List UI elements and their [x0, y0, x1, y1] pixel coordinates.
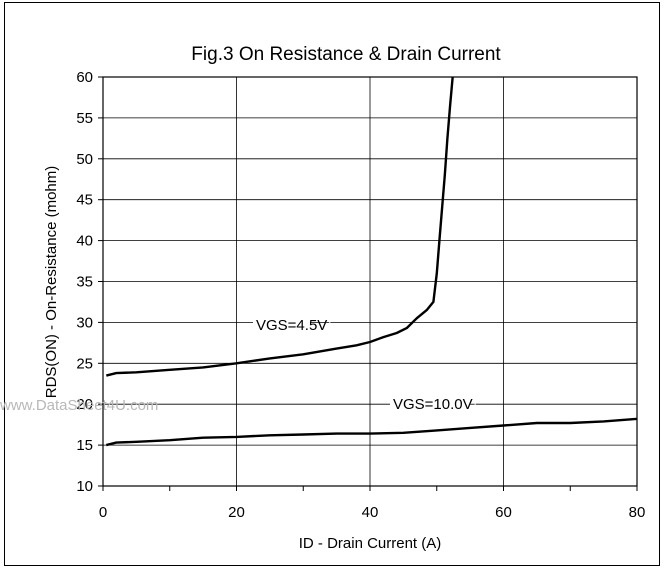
y-tick-label: 35 — [76, 274, 93, 291]
axis-ticks: 10 15 20 25 30 35 40 45 50 55 60 0 20 40 60 80 — [76, 69, 645, 521]
y-tick-label: 10 — [76, 478, 93, 495]
x-tick-label: 60 — [495, 504, 512, 521]
y-tick-label: 15 — [76, 437, 93, 454]
series-layer — [106, 77, 637, 447]
series-annotation-1: VGS=10.0V — [390, 395, 476, 414]
watermark: www.DataSheet4U.com — [0, 397, 159, 414]
y-tick-label: 25 — [76, 355, 93, 372]
y-tick-label: 20 — [76, 396, 93, 413]
y-tick-label: 30 — [76, 314, 93, 331]
x-tick-label: 80 — [629, 504, 646, 521]
y-axis-label: RDS(ON) - On-Resistance (mohm) — [43, 166, 60, 399]
x-tick-label: 20 — [228, 504, 245, 521]
series-annotation-0: VGS=4.5V — [253, 316, 331, 335]
y-tick-label: 45 — [76, 192, 93, 209]
x-axis-label: ID - Drain Current (A) — [299, 535, 442, 552]
annotation-label: VGS=4.5V — [256, 317, 327, 334]
y-tick-label: 40 — [76, 233, 93, 250]
x-tick-label: 40 — [362, 504, 379, 521]
chart-title: Fig.3 On Resistance & Drain Current — [191, 44, 501, 65]
y-tick-label: 55 — [76, 110, 93, 127]
y-tick-label: 60 — [76, 69, 93, 86]
y-tick-label: 50 — [76, 151, 93, 168]
annotation-layer: VGS=4.5V VGS=10.0V — [253, 316, 476, 414]
x-tick-label: 0 — [99, 504, 107, 521]
grid-lines — [103, 77, 637, 486]
series-line-1 — [106, 417, 637, 447]
annotation-label: VGS=10.0V — [393, 396, 473, 413]
series-line-0 — [106, 77, 454, 377]
chart-frame — [4, 2, 660, 566]
